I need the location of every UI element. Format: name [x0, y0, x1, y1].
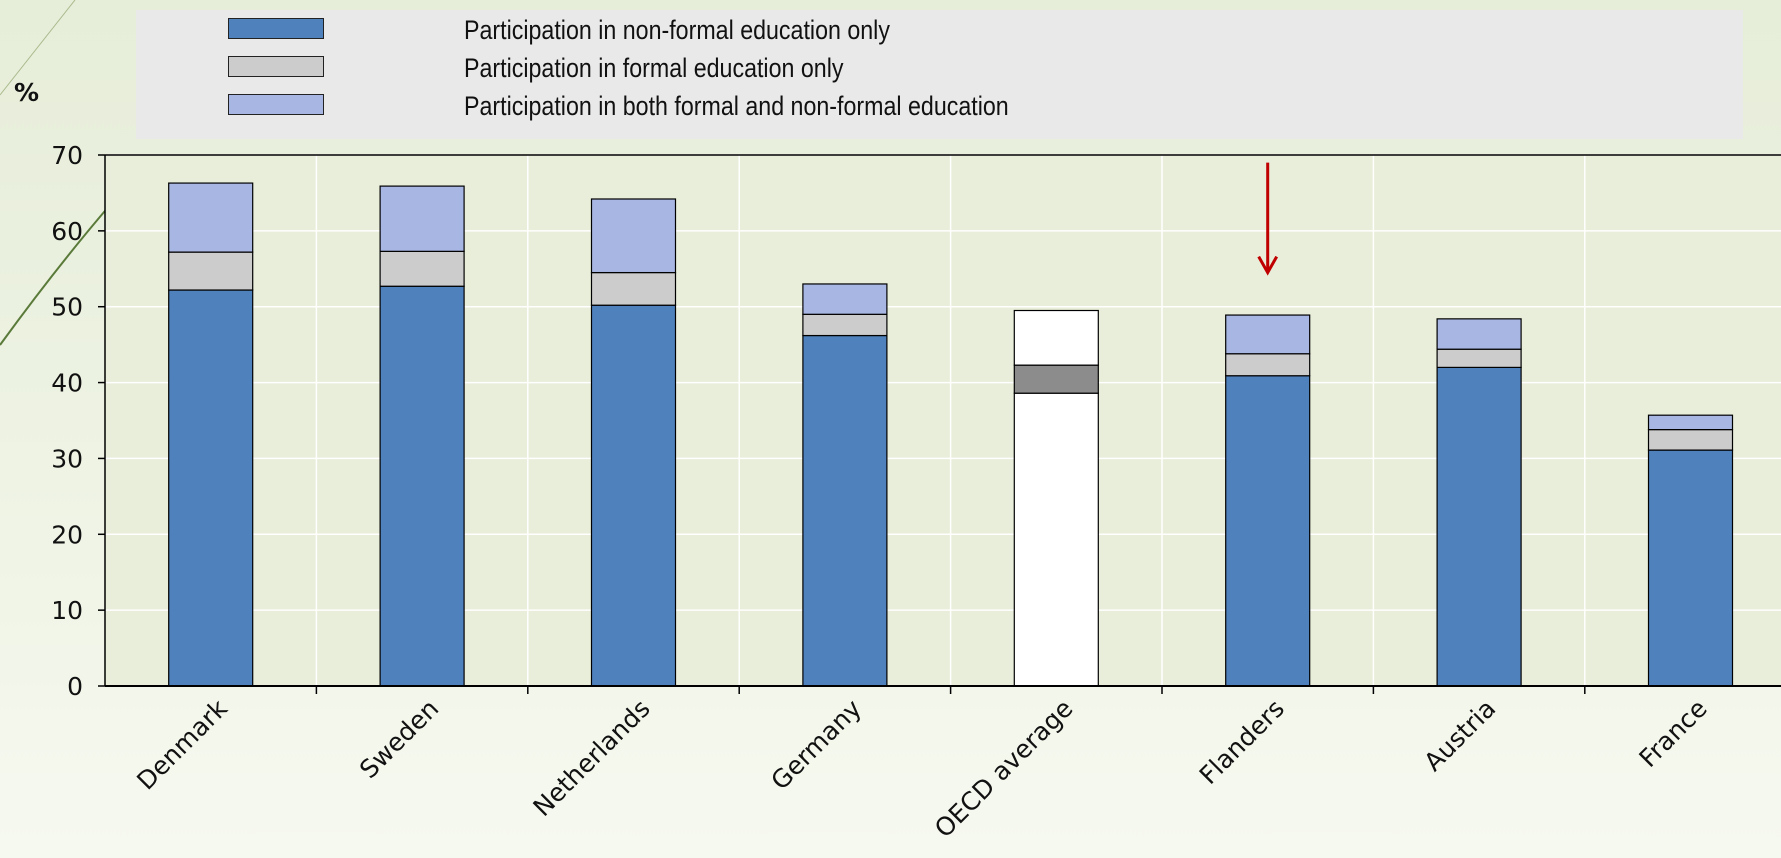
x-tick-label-flanders: Flanders [1194, 694, 1290, 790]
decorative-swoosh [0, 204, 111, 346]
legend-swatch-formal [228, 56, 324, 77]
legend-swatch-both [228, 94, 324, 115]
bar-netherlands-participation-in-both-formal-and-non-formal-education [590, 198, 677, 274]
legend-label-non-formal: Participation in non-formal education on… [464, 15, 890, 45]
x-tick-label-germany: Germany [765, 694, 867, 796]
y-axis-unit-label: % [14, 78, 40, 107]
bar-oecd-average-participation-in-non-formal-education-only [1013, 392, 1099, 687]
x-tick-label-oecd-average: OECD average [929, 694, 1079, 844]
x-tick-label-netherlands: Netherlands [527, 694, 655, 822]
bar-flanders-participation-in-both-formal-and-non-formal-education [1225, 314, 1311, 355]
bar-oecd-average-participation-in-formal-education-only [1013, 364, 1099, 394]
bar-france-participation-in-both-formal-and-non-formal-education [1647, 414, 1734, 431]
y-tick-label-40: 40 [51, 369, 83, 398]
bar-sweden-participation-in-both-formal-and-non-formal-education [379, 185, 465, 252]
y-tick-label-60: 60 [51, 217, 83, 246]
y-tick-label-10: 10 [51, 596, 83, 625]
bar-austria-participation-in-both-formal-and-non-formal-education [1436, 318, 1522, 350]
x-tick-label-sweden: Sweden [354, 694, 444, 784]
bar-sweden-participation-in-non-formal-education-only [379, 285, 465, 687]
bar-germany-participation-in-formal-education-only [802, 313, 888, 337]
bar-france-participation-in-non-formal-education-only [1647, 449, 1734, 687]
legend-label-formal: Participation in formal education only [464, 53, 844, 83]
decorative-line [0, 0, 76, 96]
y-tick-label-30: 30 [51, 444, 83, 473]
bar-austria-participation-in-non-formal-education-only [1436, 366, 1522, 687]
bar-germany-participation-in-both-formal-and-non-formal-education [802, 283, 888, 315]
y-tick-label-50: 50 [51, 293, 83, 322]
annotation-arrow-head [1257, 255, 1279, 276]
bar-netherlands-participation-in-formal-education-only [590, 271, 677, 306]
bar-france-participation-in-formal-education-only [1647, 429, 1734, 451]
x-tick-label-denmark: Denmark [131, 693, 233, 795]
bar-sweden-participation-in-formal-education-only [379, 250, 465, 287]
bar-denmark-participation-in-both-formal-and-non-formal-education [168, 182, 254, 253]
bar-denmark-participation-in-formal-education-only [168, 251, 254, 291]
x-tick-label-austria: Austria [1418, 694, 1501, 777]
bar-germany-participation-in-non-formal-education-only [802, 334, 888, 687]
y-tick-label-20: 20 [51, 520, 83, 549]
bar-oecd-average-participation-in-both-formal-and-non-formal-education [1013, 309, 1099, 366]
bar-flanders-participation-in-non-formal-education-only [1225, 375, 1311, 687]
bar-flanders-participation-in-formal-education-only [1225, 353, 1311, 377]
bar-austria-participation-in-formal-education-only [1436, 348, 1522, 368]
legend-label-both: Participation in both formal and non-for… [464, 91, 1009, 121]
plot-area [105, 155, 1781, 686]
bar-denmark-participation-in-non-formal-education-only [168, 289, 254, 687]
bar-netherlands-participation-in-non-formal-education-only [590, 304, 677, 687]
x-tick-label-france: France [1633, 694, 1712, 773]
legend: Participation in non-formal education on… [136, 10, 1743, 139]
y-tick-label-70: 70 [51, 141, 83, 170]
legend-swatch-non-formal [228, 18, 324, 39]
y-tick-label-0: 0 [67, 672, 83, 701]
